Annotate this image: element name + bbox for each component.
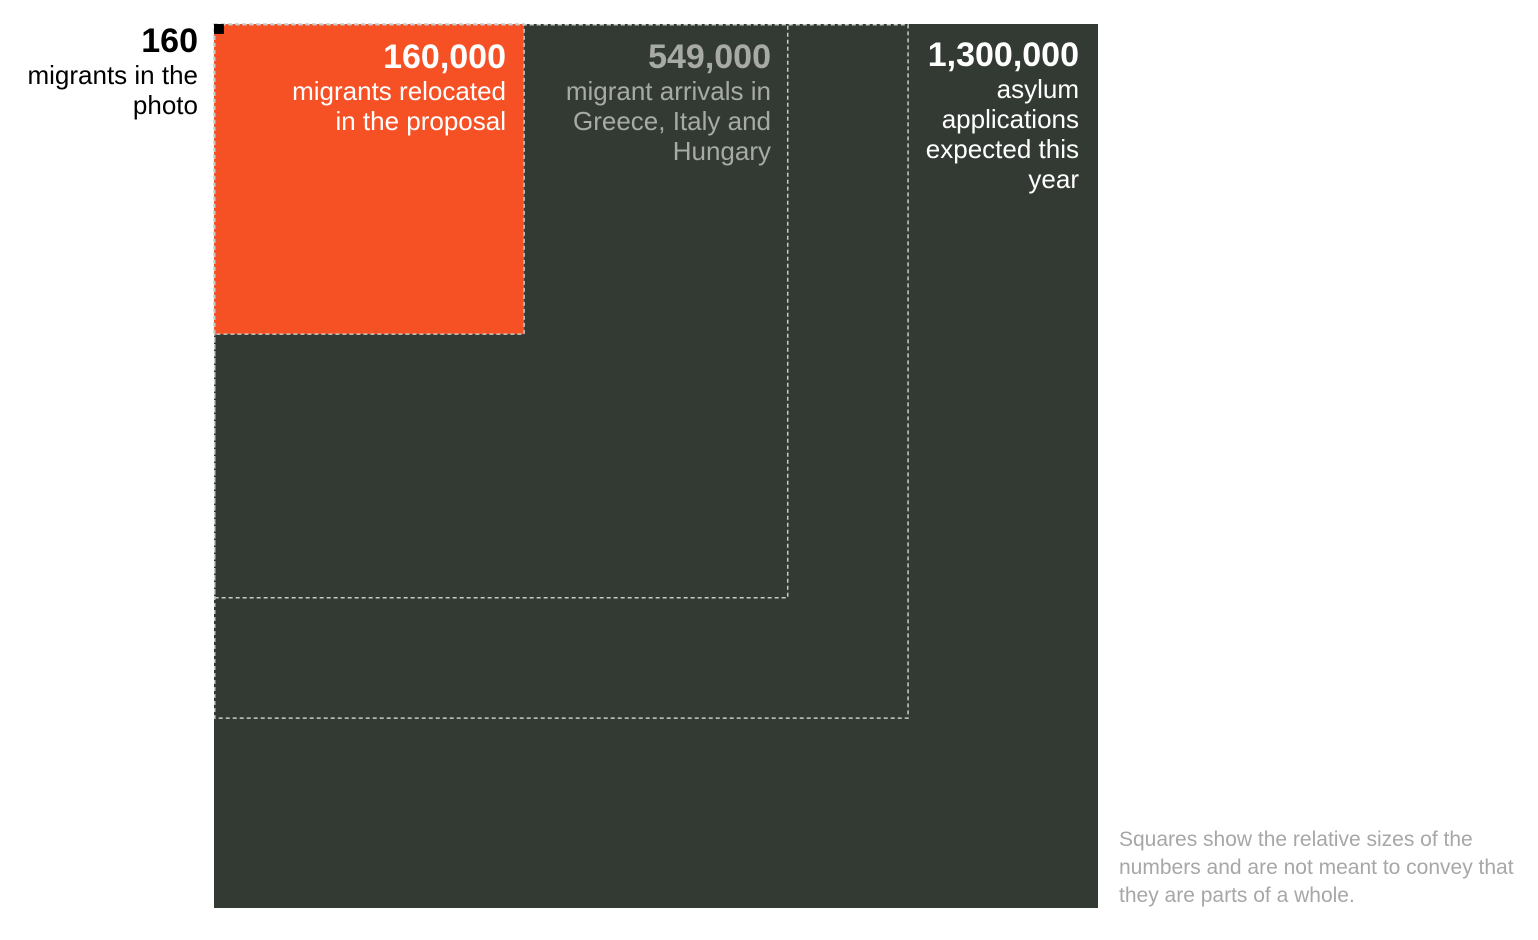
photo-value: 160	[141, 22, 198, 60]
square-relocated	[213, 23, 525, 335]
label-relocated: 160,000 migrants relocated in the propos…	[290, 38, 506, 136]
label-arrivals: 549,000 migrant arrivals in Greece, Ital…	[560, 38, 771, 166]
square-guide-outline	[214, 24, 909, 719]
applications-value: 1,300,000	[927, 36, 1079, 74]
footnote: Squares show the relative sizes of the n…	[1119, 828, 1514, 907]
relocated-description: migrants relocated in the proposal	[292, 76, 506, 136]
arrivals-description: migrant arrivals in Greece, Italy and Hu…	[565, 76, 771, 166]
label-applications: 1,300,000 asylum applications expected t…	[890, 36, 1079, 194]
label-photo: 160 migrants in the photo	[20, 22, 198, 120]
photo-description: migrants in the photo	[27, 60, 198, 120]
applications-description: asylum applications expected this year	[925, 74, 1079, 194]
square-photo-top	[214, 24, 224, 34]
arrivals-value: 549,000	[648, 38, 771, 76]
relocated-value: 160,000	[383, 38, 506, 76]
